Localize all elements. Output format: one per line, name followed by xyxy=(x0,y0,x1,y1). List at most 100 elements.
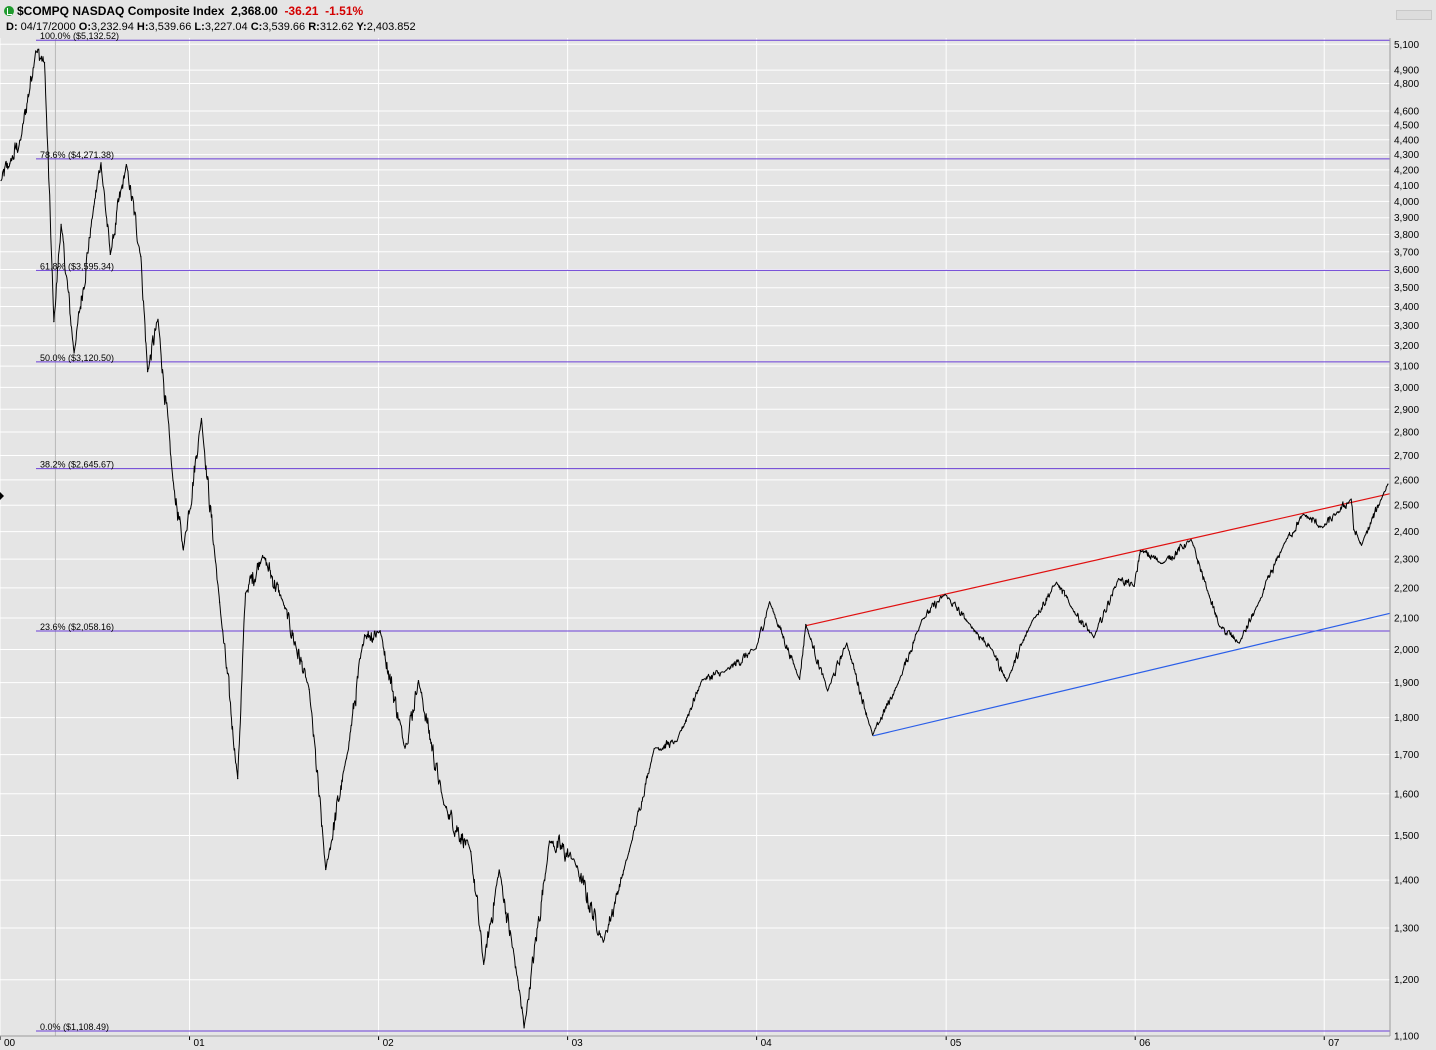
price-point xyxy=(1055,581,1058,583)
fibonacci-retracement: 100.0% ($5,132.52) 78.6% ($4,271.38) 61.8%… xyxy=(36,31,1390,1032)
index-name: NASDAQ Composite Index xyxy=(72,4,225,18)
price-point xyxy=(35,50,37,52)
price-point xyxy=(1133,585,1135,588)
y-tick-label: 2,200 xyxy=(1394,583,1419,594)
price-change: -36.21 xyxy=(284,4,319,18)
grid xyxy=(0,38,1390,1037)
fib-level-label: 38.2% ($2,645.67) xyxy=(40,460,114,470)
price-point xyxy=(872,734,874,736)
price-point xyxy=(548,840,551,842)
price-point xyxy=(281,599,283,601)
y-tick-label: 2,300 xyxy=(1394,555,1419,566)
y-tick-label: 3,700 xyxy=(1394,247,1419,258)
price-point xyxy=(805,623,807,626)
y-tick-label: 4,100 xyxy=(1394,181,1419,192)
price-point xyxy=(20,139,22,141)
resistance-trendline xyxy=(805,493,1391,627)
price-series xyxy=(0,48,1389,1029)
y-tick-label: 1,300 xyxy=(1394,923,1419,934)
price-point xyxy=(1139,549,1141,552)
price-point xyxy=(653,748,655,750)
price-point xyxy=(517,979,519,981)
price-point xyxy=(483,963,485,965)
y-tick-label: 2,000 xyxy=(1394,645,1419,656)
y-tick-label: 4,900 xyxy=(1394,66,1419,77)
y-tick-label: 1,900 xyxy=(1394,678,1419,689)
price-point xyxy=(125,164,127,166)
price-point xyxy=(1208,595,1210,597)
last-price: 2,368.00 xyxy=(231,4,278,18)
price-point xyxy=(1302,513,1305,515)
close-value: 3,539.66 xyxy=(262,21,306,33)
open-label: O: xyxy=(78,21,92,33)
y-tick-label: 3,100 xyxy=(1394,362,1419,373)
y-tick-label: 3,000 xyxy=(1394,383,1419,394)
price-point xyxy=(100,162,102,164)
x-tick-label: 03 xyxy=(572,1038,584,1049)
price-point xyxy=(968,622,970,625)
panel-resize-handle[interactable] xyxy=(1396,10,1432,20)
price-point xyxy=(1387,483,1389,485)
price-point xyxy=(826,690,829,692)
price-point xyxy=(261,554,264,557)
chart-header: $COMPQ NASDAQ Composite Index 2,368.00 -… xyxy=(0,0,1436,36)
y-tick-label: 4,300 xyxy=(1394,150,1419,161)
x-tick-label: 06 xyxy=(1139,1038,1151,1049)
fib-level-label: 50.0% ($3,120.50) xyxy=(40,353,114,363)
price-point xyxy=(1093,637,1095,639)
y-tick-label: 2,700 xyxy=(1394,451,1419,462)
price-point xyxy=(1335,513,1337,515)
price-point xyxy=(140,256,142,258)
y-tick-label: 2,100 xyxy=(1394,613,1419,624)
price-point xyxy=(1070,606,1072,608)
x-tick-label: 01 xyxy=(194,1038,206,1049)
fib-level-label: 100.0% ($5,132.52) xyxy=(40,31,119,41)
price-point xyxy=(363,634,366,636)
range-label: R: xyxy=(308,21,320,33)
x-tick-label: 04 xyxy=(761,1038,773,1049)
x-tick-label: 00 xyxy=(4,1038,16,1049)
price-point xyxy=(846,642,848,644)
y-tick-label: 1,700 xyxy=(1394,750,1419,761)
price-point xyxy=(404,747,406,749)
price-point xyxy=(60,223,62,226)
price-point xyxy=(1283,542,1285,544)
price-point xyxy=(701,679,703,681)
y-tick-label: 1,400 xyxy=(1394,876,1419,887)
support-trendline xyxy=(873,612,1391,737)
y-tick-label: 4,800 xyxy=(1394,79,1419,90)
price-point xyxy=(944,593,946,595)
price-point xyxy=(0,179,2,182)
price-point xyxy=(602,941,604,943)
price-point xyxy=(498,869,500,871)
low-value: 3,227.04 xyxy=(204,21,248,33)
x-tick-label: 02 xyxy=(383,1038,395,1049)
price-point xyxy=(768,601,771,603)
crosshair-marker-icon xyxy=(0,492,4,500)
price-point xyxy=(1190,539,1192,541)
price-point xyxy=(43,61,46,64)
low-label: L: xyxy=(194,21,205,33)
y-tick-label: 3,300 xyxy=(1394,321,1419,332)
y-tick-label: 3,200 xyxy=(1394,341,1419,352)
price-point xyxy=(723,671,726,673)
price-point xyxy=(308,688,310,691)
price-point xyxy=(325,868,327,871)
price-point xyxy=(9,163,11,165)
price-point xyxy=(146,371,149,373)
y-tick-label: 3,500 xyxy=(1394,283,1419,294)
fib-level-label: 0.0% ($1,108.49) xyxy=(40,1022,109,1032)
y-tick-label: 4,600 xyxy=(1394,107,1419,118)
price-change-pct: -1.51% xyxy=(325,4,364,18)
price-point xyxy=(921,619,923,621)
green-check-circle-icon xyxy=(4,6,14,16)
ohlc-readout: D: 04/17/2000 O:3,232.94 H:3,539.66 L:3,… xyxy=(6,21,416,33)
price-point xyxy=(172,479,174,481)
high-label: H: xyxy=(136,21,149,33)
price-point xyxy=(755,647,757,650)
price-point xyxy=(379,630,381,632)
price-point xyxy=(1118,577,1120,580)
close-label: C: xyxy=(250,21,263,33)
y-tick-label: 2,400 xyxy=(1394,527,1419,538)
